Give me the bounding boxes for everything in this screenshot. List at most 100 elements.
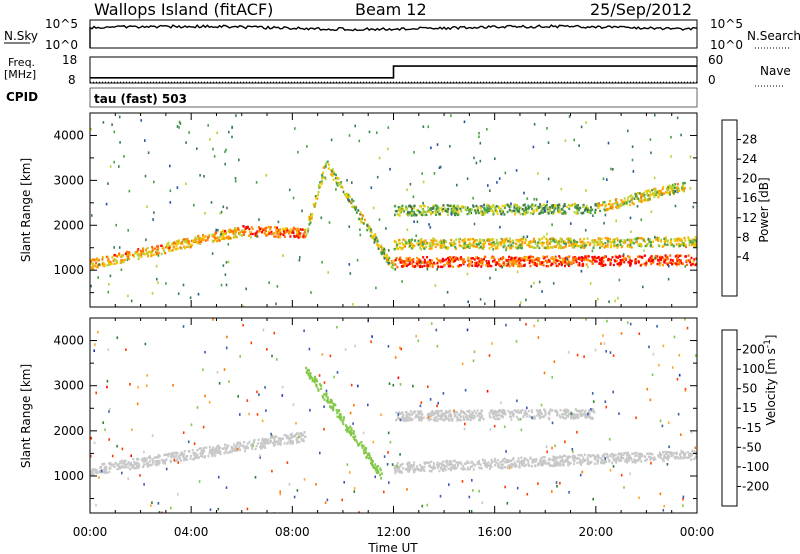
velocity-cell-sparse [190, 423, 193, 426]
velocity-cell-sparse [481, 501, 484, 505]
power-cell-6 [412, 210, 415, 214]
velocity-cell-sparse [281, 394, 284, 397]
velocity-cell-1 [350, 429, 353, 432]
power-cell-5 [604, 236, 607, 240]
velocity-cell-sparse [281, 385, 284, 389]
power-cell-6 [466, 212, 469, 216]
power-cell-4 [458, 264, 461, 267]
velocity-cell-sparse [435, 328, 438, 332]
velocity-cell-3 [463, 418, 466, 421]
velocity-cell-3 [585, 416, 587, 419]
power-cell-sparse [346, 179, 348, 182]
velocity-cell-0 [187, 449, 190, 453]
power-cell-0 [168, 246, 171, 250]
power-cell-sparse [413, 151, 415, 154]
power-cell-4 [515, 256, 518, 259]
power-cell-0 [161, 247, 164, 250]
power-cell-6 [526, 207, 529, 210]
power-cell-5 [692, 244, 695, 247]
power-cell-sparse [421, 172, 423, 175]
velocity-cell-0 [193, 457, 195, 461]
power-cell-0 [140, 255, 143, 259]
velocity-cell-0 [255, 444, 258, 448]
power-cell-sparse [157, 281, 159, 284]
velocity-cell-3 [530, 409, 533, 412]
noise-right-tick-top: 10^5 [710, 17, 743, 31]
power-cell-4 [550, 257, 553, 260]
power-cell-7 [603, 208, 606, 211]
power-cell-6 [479, 206, 482, 209]
power-cell-4 [472, 257, 474, 260]
velocity-cell-sparse [448, 483, 450, 486]
power-cell-4 [492, 256, 495, 260]
power-cell-1 [297, 236, 300, 239]
velocity-cell-2 [547, 462, 550, 465]
velocity-cell-3 [511, 410, 514, 413]
power-cell-7 [637, 197, 640, 201]
power-cell-sparse [546, 127, 548, 130]
power-cell-sparse [292, 196, 295, 200]
velocity-cell-sparse [129, 383, 131, 386]
power-cell-4 [555, 259, 557, 262]
velocity-cell-2 [579, 462, 582, 465]
velocity-cell-3 [592, 408, 594, 411]
velocity-cell-1 [345, 428, 348, 431]
velocity-cell-0 [243, 440, 246, 444]
power-cell-4 [679, 259, 682, 262]
power-cell-5 [619, 239, 622, 242]
power-cell-6 [536, 207, 539, 210]
power-cell-sparse [516, 270, 519, 274]
power-cell-1 [270, 230, 273, 234]
power-cell-1 [273, 232, 275, 235]
power-cell-4 [422, 256, 425, 259]
power-cell-6 [582, 205, 585, 208]
power-cell-7 [615, 201, 618, 204]
velocity-cell-0 [143, 459, 146, 463]
power-cell-1 [292, 229, 295, 232]
velocity-cell-sparse [553, 360, 556, 363]
power-cell-6 [577, 207, 580, 210]
velocity-cell-sparse [315, 483, 317, 486]
power-cell-0 [195, 239, 197, 242]
velocity-cell-0 [176, 458, 179, 462]
velocity-cell-3 [398, 417, 401, 420]
velocity-cell-3 [496, 410, 499, 413]
power-cell-5 [610, 244, 613, 247]
velocity-cell-2 [394, 467, 397, 470]
velocity-cell-3 [429, 418, 432, 421]
velocity-cell-0 [170, 455, 172, 458]
power-cell-6 [503, 213, 506, 216]
power-cell-4 [666, 255, 669, 259]
velocity-cell-2 [460, 463, 463, 466]
power-cell-5 [526, 243, 529, 247]
velocity-cell-3 [565, 414, 568, 417]
velocity-cell-1 [305, 366, 308, 370]
velocity-cell-0 [186, 458, 189, 461]
power-cell-6 [518, 210, 521, 214]
velocity-cell-3 [467, 418, 470, 421]
power-cell-7 [629, 203, 632, 207]
freq-label-2: [MHz] [4, 68, 36, 81]
velocity-cell-0 [90, 472, 93, 475]
velocity-cell-2 [450, 460, 453, 463]
power-cell-6 [423, 205, 426, 208]
power-cell-6 [444, 209, 447, 212]
velocity-cell-sparse [606, 319, 608, 323]
velocity-cell-3 [403, 419, 406, 423]
velocity-cell-sparse [436, 344, 439, 348]
power-cell-5 [581, 240, 584, 243]
velocity-cell-0 [181, 451, 183, 454]
velocity-cell-3 [421, 416, 424, 420]
power-cell-5 [411, 238, 414, 241]
power-cell-0 [178, 239, 180, 242]
power-cell-3 [390, 262, 393, 265]
velocity-cell-2 [600, 460, 603, 463]
power-cell-4 [587, 259, 590, 262]
power-cell-1 [282, 227, 285, 231]
power-cell-6 [397, 206, 400, 209]
power-cell-6 [540, 209, 543, 213]
velocity-cell-sparse [246, 399, 249, 402]
power-cell-4 [423, 261, 425, 264]
power-cell-5 [660, 238, 663, 242]
power-cell-4 [399, 261, 402, 264]
